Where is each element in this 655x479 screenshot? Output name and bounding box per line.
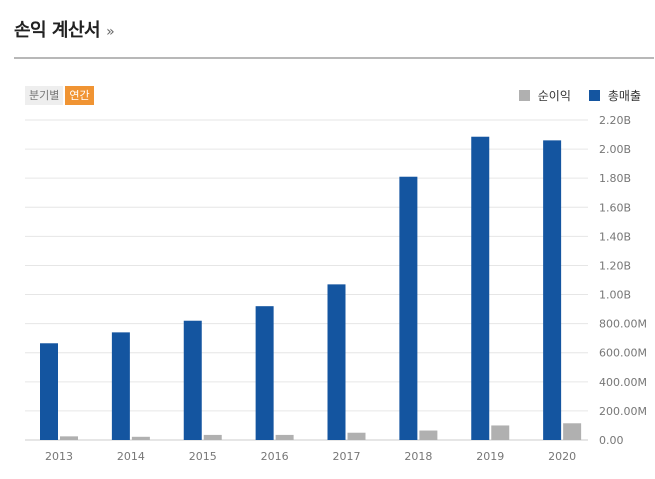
y-tick-label-3: 600.00M [599,347,647,360]
bar-revenue-2014 [111,332,130,440]
bar-revenue-2015 [183,320,202,440]
x-tick-label-2019: 2019 [476,450,504,463]
bar-net-income-2015 [203,434,222,440]
bar-net-income-2013 [60,436,78,440]
bar-net-income-2017 [347,432,366,440]
page-header: 손익 계산서 » [14,16,115,42]
x-tick-label-2016: 2016 [261,450,289,463]
bar-net-income-2014 [131,436,150,440]
period-toggle: 분기별 연간 [25,86,94,105]
x-tick-label-2017: 2017 [333,450,361,463]
y-tick-label-10: 2.00B [599,143,631,156]
x-tick-label-2018: 2018 [404,450,432,463]
y-tick-label-0: 0.00 [599,434,624,447]
bar-net-income-2018 [419,430,438,440]
y-tick-label-5: 1.00B [599,289,631,302]
more-arrow-icon[interactable]: » [106,24,115,40]
legend-label-revenue: 총매출 [607,89,641,103]
x-tick-label-2020: 2020 [548,450,576,463]
bar-revenue-2013 [40,343,58,440]
x-tick-label-2014: 2014 [117,450,145,463]
y-tick-label-4: 800.00M [599,318,647,331]
legend-swatch-net-income [518,90,530,101]
bar-revenue-2016 [255,306,274,440]
bar-net-income-2019 [491,425,510,440]
chart-legend: 순이익 총매출 [501,87,641,104]
legend-label-net-income: 순이익 [537,89,571,103]
y-tick-label-6: 1.20B [599,259,631,272]
y-tick-label-1: 200.00M [599,405,647,418]
bar-revenue-2020 [543,140,562,440]
y-tick-label-9: 1.80B [599,172,631,185]
x-tick-label-2015: 2015 [189,450,217,463]
y-tick-label-8: 1.60B [599,201,631,214]
bar-revenue-2018 [399,176,418,440]
bar-net-income-2020 [563,423,582,440]
legend-item-revenue[interactable]: 총매출 [588,87,641,104]
y-tick-label-11: 2.20B [599,114,631,127]
legend-item-net-income[interactable]: 순이익 [518,87,571,104]
legend-swatch-revenue [588,90,600,101]
bar-revenue-2017 [327,284,346,440]
x-tick-label-2013: 2013 [45,450,73,463]
bar-net-income-2016 [275,434,294,440]
y-tick-label-7: 1.40B [599,230,631,243]
quarterly-toggle-button[interactable]: 분기별 [25,86,64,105]
header-divider [14,57,654,59]
bar-revenue-2019 [471,136,490,440]
page-title: 손익 계산서 [14,20,101,41]
annual-toggle-button[interactable]: 연간 [65,86,94,105]
y-tick-label-2: 400.00M [599,376,647,389]
